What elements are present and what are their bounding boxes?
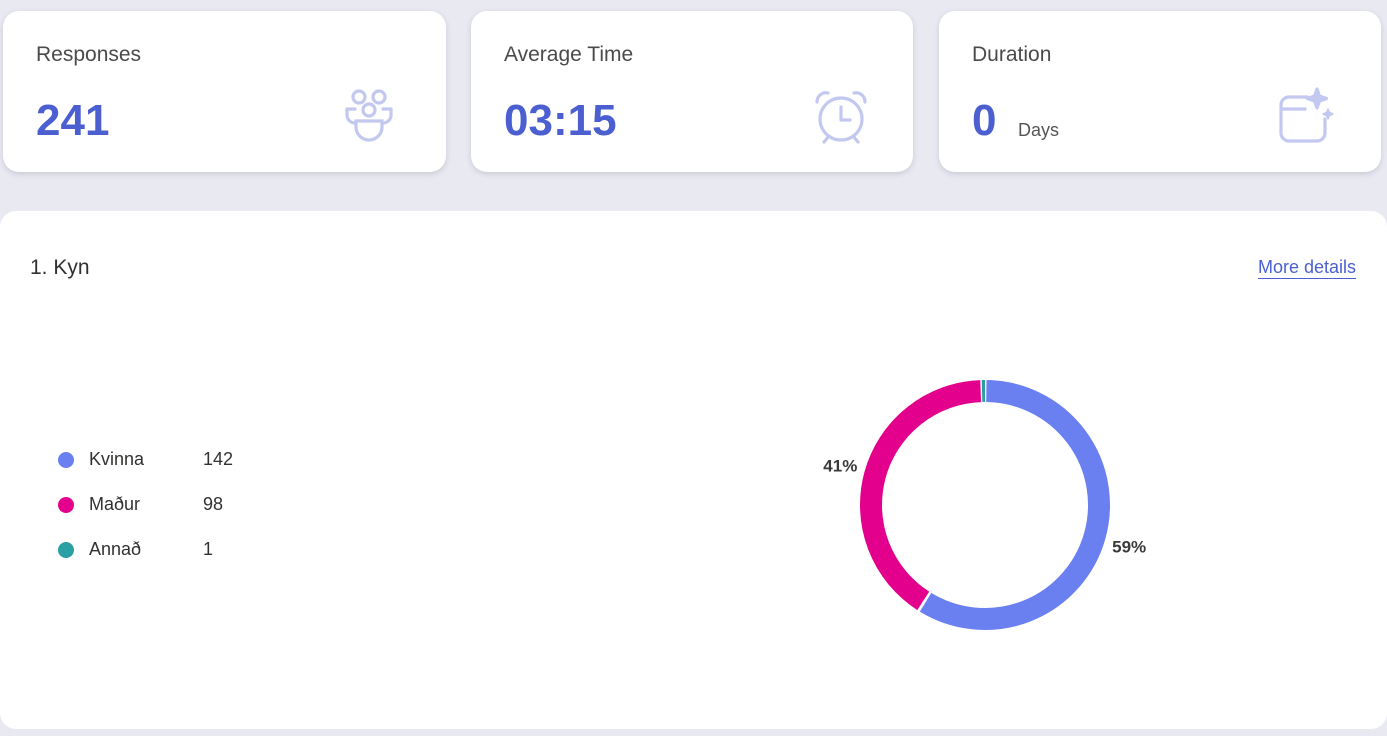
stat-card-responses: Responses 241 bbox=[3, 11, 446, 172]
stat-value: 03:15 bbox=[504, 96, 617, 145]
stat-value: 0 bbox=[972, 96, 997, 145]
legend-label: Kvinna bbox=[89, 449, 145, 469]
legend-count: 142 bbox=[203, 449, 234, 469]
stat-card-duration: Duration 0 Days bbox=[939, 11, 1381, 172]
donut-percent-label: 59% bbox=[1112, 537, 1146, 556]
alarm-clock-icon bbox=[815, 91, 867, 144]
donut-slice-maður[interactable] bbox=[860, 380, 982, 611]
stat-unit: Days bbox=[1018, 120, 1060, 140]
stat-label: Duration bbox=[972, 43, 1052, 66]
donut-slice-kvinna[interactable] bbox=[919, 380, 1110, 630]
question-title: 1. Kyn bbox=[30, 256, 90, 279]
question-panel: 1. Kyn More details Kvinna 142 Maður 98 … bbox=[0, 211, 1387, 729]
people-icon bbox=[345, 89, 393, 142]
legend-dot bbox=[58, 542, 74, 558]
calendar-sparkle-icon bbox=[1279, 87, 1334, 143]
more-details-link[interactable]: More details bbox=[1257, 257, 1356, 277]
legend-dot bbox=[58, 452, 74, 468]
donut-chart: 59% 41% bbox=[823, 379, 1146, 630]
legend-label: Annað bbox=[89, 539, 142, 559]
stat-value: 241 bbox=[36, 96, 110, 145]
legend-label: Maður bbox=[89, 494, 141, 514]
stat-label: Average Time bbox=[504, 43, 634, 66]
stat-label: Responses bbox=[36, 43, 142, 66]
legend-count: 98 bbox=[203, 494, 224, 514]
legend-dot bbox=[58, 497, 74, 513]
donut-percent-label: 41% bbox=[823, 456, 857, 475]
legend-count: 1 bbox=[203, 539, 214, 559]
stat-card-average-time: Average Time 03:15 bbox=[471, 11, 913, 172]
